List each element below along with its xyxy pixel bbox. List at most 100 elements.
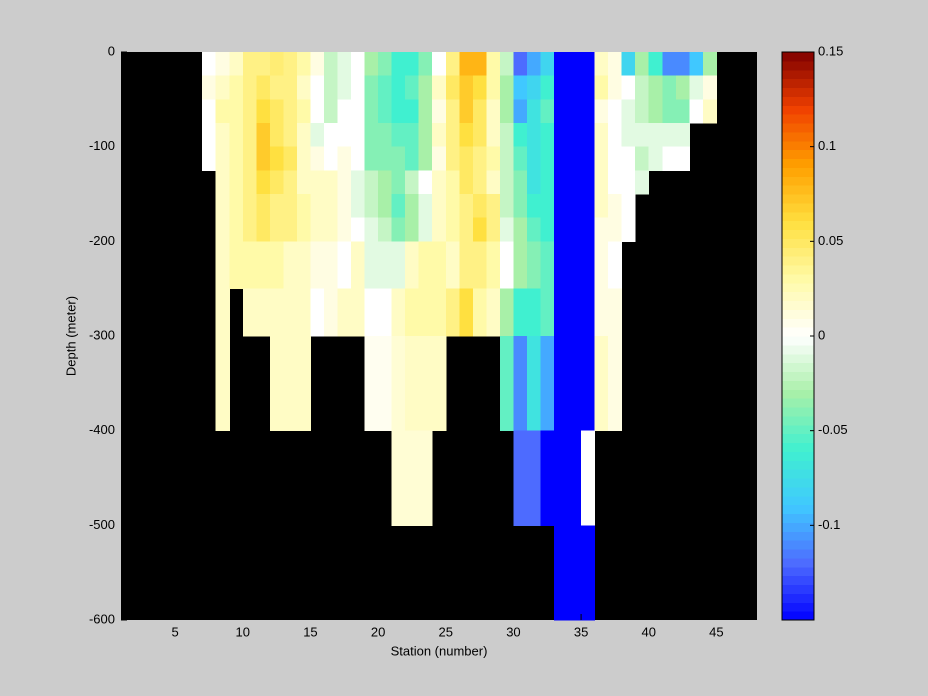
heatmap-cell bbox=[567, 288, 582, 337]
x-tick-label: 10 bbox=[236, 624, 250, 639]
heatmap-cell bbox=[486, 75, 501, 100]
heatmap-cell bbox=[499, 123, 514, 148]
heatmap-cell bbox=[418, 430, 433, 526]
x-axis-label: Station (number) bbox=[391, 643, 488, 658]
heatmap-cell bbox=[594, 336, 609, 432]
heatmap-cell bbox=[486, 52, 501, 77]
heatmap-cell bbox=[351, 194, 366, 219]
heatmap-cell bbox=[391, 336, 406, 432]
heatmap-cell bbox=[215, 146, 230, 171]
colorbar-segment bbox=[782, 140, 814, 151]
heatmap-cell bbox=[445, 288, 460, 337]
heatmap-cell bbox=[391, 52, 406, 77]
y-tick-label: -600 bbox=[89, 611, 115, 626]
heatmap-cell bbox=[283, 99, 298, 124]
heatmap-cell bbox=[554, 430, 569, 526]
heatmap-cell bbox=[472, 75, 487, 100]
heatmap-cell bbox=[337, 123, 352, 148]
heatmap-cell bbox=[675, 146, 690, 171]
heatmap-cell bbox=[567, 194, 582, 219]
heatmap-cell bbox=[337, 170, 352, 195]
heatmap-cell bbox=[581, 52, 596, 77]
heatmap-cell bbox=[405, 146, 420, 171]
heatmap-cell bbox=[229, 170, 244, 195]
heatmap-cell bbox=[526, 170, 541, 195]
colorbar-segment bbox=[782, 282, 814, 293]
heatmap-cell bbox=[486, 288, 501, 337]
heatmap-cell bbox=[405, 52, 420, 77]
heatmap-cell bbox=[499, 170, 514, 195]
heatmap-cell bbox=[378, 288, 393, 337]
heatmap-cell bbox=[499, 288, 514, 337]
heatmap-cell bbox=[296, 217, 311, 242]
colorbar-segment bbox=[782, 344, 814, 355]
heatmap-cell bbox=[581, 170, 596, 195]
heatmap-cell bbox=[351, 217, 366, 242]
heatmap-cell bbox=[662, 52, 677, 77]
heatmap-cell bbox=[526, 123, 541, 148]
heatmap-cell bbox=[554, 288, 569, 337]
x-tick-label: 25 bbox=[439, 624, 453, 639]
heatmap-cell bbox=[364, 75, 379, 100]
heatmap-cell bbox=[554, 75, 569, 100]
heatmap-cell bbox=[405, 336, 420, 432]
heatmap-cell bbox=[513, 99, 528, 124]
heatmap-cell bbox=[486, 170, 501, 195]
colorbar-segment bbox=[782, 158, 814, 168]
heatmap-cell bbox=[499, 75, 514, 100]
colorbar-segment bbox=[782, 194, 814, 204]
heatmap-cell bbox=[242, 75, 257, 100]
heatmap-cell bbox=[526, 241, 541, 290]
heatmap-cell bbox=[337, 194, 352, 219]
heatmap-cell bbox=[540, 430, 555, 526]
heatmap-cell bbox=[364, 123, 379, 148]
heatmap-cell bbox=[689, 99, 704, 124]
heatmap-cell bbox=[418, 99, 433, 124]
heatmap-cell bbox=[594, 99, 609, 124]
heatmap-cell bbox=[418, 288, 433, 337]
heatmap-cell bbox=[635, 75, 650, 100]
heatmap-cell bbox=[486, 123, 501, 148]
heatmap-cell bbox=[621, 194, 636, 219]
heatmap-cell bbox=[378, 336, 393, 432]
heatmap-cell bbox=[391, 99, 406, 124]
heatmap-cell bbox=[310, 146, 325, 171]
x-tick-label: 45 bbox=[709, 624, 723, 639]
heatmap-cell bbox=[405, 430, 420, 526]
heatmap-cell bbox=[296, 170, 311, 195]
heatmap-cell bbox=[581, 525, 596, 621]
heatmap-cell bbox=[513, 430, 528, 526]
heatmap-cell bbox=[648, 146, 663, 171]
heatmap-cell bbox=[513, 146, 528, 171]
heatmap-cell bbox=[269, 99, 284, 124]
heatmap-cell bbox=[256, 75, 271, 100]
heatmap-cell bbox=[378, 75, 393, 100]
heatmap-cell bbox=[567, 123, 582, 148]
heatmap-cell bbox=[323, 194, 339, 219]
heatmap-cell bbox=[242, 217, 257, 242]
heatmap-cell bbox=[459, 99, 474, 124]
heatmap-cell bbox=[608, 288, 623, 337]
heatmap-cell bbox=[581, 123, 596, 148]
heatmap-cell bbox=[337, 217, 352, 242]
heatmap-cell bbox=[283, 336, 298, 432]
colorbar-segment bbox=[782, 273, 814, 284]
heatmap-cell bbox=[351, 170, 366, 195]
colorbar-segment bbox=[782, 149, 814, 159]
colorbar-segment bbox=[782, 611, 814, 621]
heatmap-cell bbox=[567, 525, 582, 621]
colorbar-tick-label: -0.05 bbox=[818, 422, 848, 437]
x-tick-label: 15 bbox=[303, 624, 317, 639]
heatmap-cell bbox=[472, 241, 487, 290]
heatmap-cell bbox=[323, 170, 339, 195]
heatmap-cell bbox=[391, 194, 406, 219]
heatmap-cell bbox=[256, 170, 271, 195]
heatmap-cell bbox=[391, 170, 406, 195]
heatmap-cell bbox=[364, 170, 379, 195]
colorbar-segment bbox=[782, 593, 814, 603]
heatmap-cell bbox=[229, 194, 244, 219]
heatmap-cell bbox=[337, 241, 352, 290]
heatmap-cell bbox=[405, 170, 420, 195]
heatmap-cell bbox=[364, 99, 379, 124]
heatmap-cell bbox=[662, 75, 677, 100]
